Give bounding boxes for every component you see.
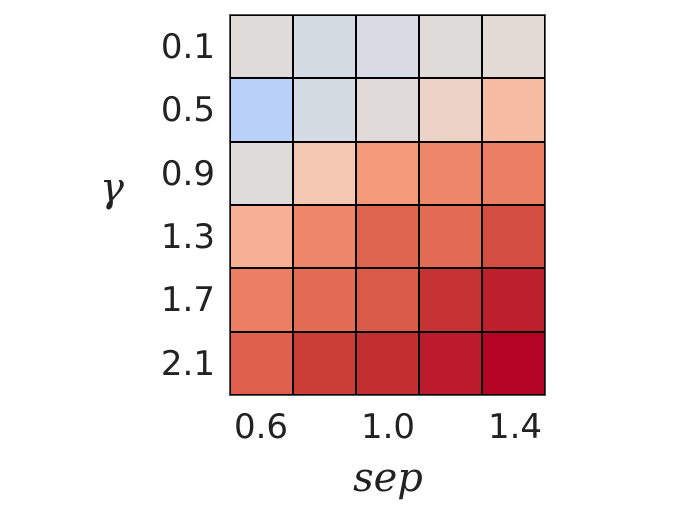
heatmap-cell — [419, 15, 482, 79]
y-tick-label: 0.5 — [160, 90, 215, 130]
heatmap-cell — [482, 15, 545, 79]
heatmap-cell — [482, 141, 545, 205]
heatmap-grid — [229, 14, 546, 396]
heatmap-cell — [482, 268, 545, 332]
heatmap-cell — [482, 78, 545, 142]
heatmap-cell — [230, 15, 293, 79]
heatmap-cell — [482, 331, 545, 395]
heatmap-cell — [419, 204, 482, 269]
heatmap-cell — [419, 331, 482, 395]
heatmap-cell — [230, 78, 293, 142]
y-tick-label: 2.1 — [160, 344, 215, 384]
x-tick-label: 1.4 — [487, 407, 543, 447]
heatmap-cell — [419, 141, 482, 205]
heatmap-cell — [293, 204, 356, 269]
heatmap-cell — [293, 331, 356, 395]
heatmap-cell — [293, 141, 356, 205]
y-tick-label: 0.1 — [160, 27, 215, 67]
heatmap-cell — [419, 78, 482, 142]
heatmap-cell — [419, 268, 482, 332]
heatmap-cell — [356, 141, 419, 205]
y-tick-label: 0.9 — [160, 154, 215, 194]
y-tick-label: 1.7 — [160, 280, 215, 320]
x-axis-title: sep — [353, 455, 423, 501]
heatmap-cell — [356, 204, 419, 269]
y-tick-label: 1.3 — [160, 217, 215, 257]
x-tick-label: 0.6 — [233, 407, 289, 447]
heatmap-cell — [482, 204, 545, 269]
heatmap-cell — [293, 268, 356, 332]
heatmap-cell — [293, 78, 356, 142]
heatmap-cell — [356, 15, 419, 79]
heatmap-cell — [230, 141, 293, 205]
heatmap-cell — [230, 204, 293, 269]
heatmap-cell — [293, 15, 356, 79]
heatmap-cell — [230, 331, 293, 395]
heatmap-cell — [356, 78, 419, 142]
heatmap-cell — [230, 268, 293, 332]
heatmap-cell — [356, 268, 419, 332]
y-axis-title: γ — [100, 165, 124, 211]
x-tick-label: 1.0 — [360, 407, 416, 447]
heatmap-cell — [356, 331, 419, 395]
